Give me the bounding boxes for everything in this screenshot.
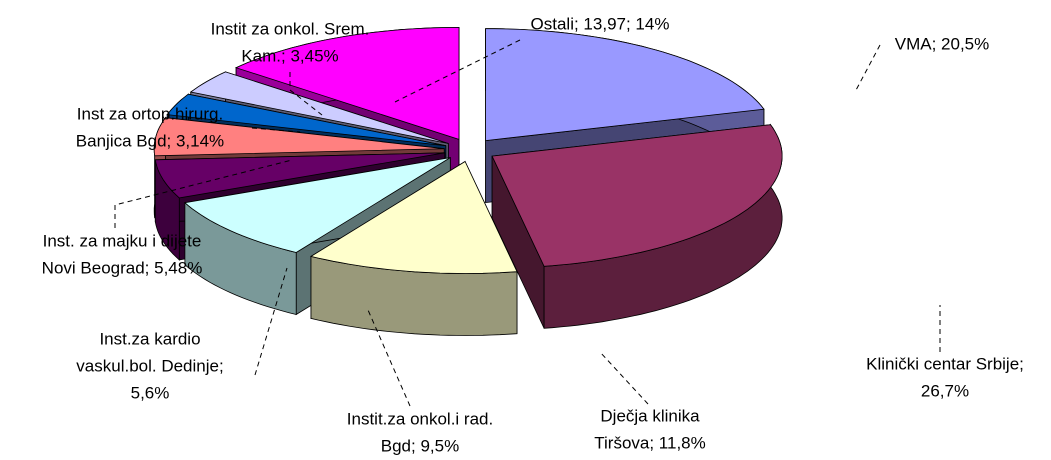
leader-line: [289, 72, 323, 116]
data-label: Bgd; 9,5%: [381, 436, 459, 455]
data-label: Inst. za majku i dijete: [43, 231, 202, 250]
slice-top: [183, 157, 451, 253]
slice: [309, 160, 518, 336]
leader-line: [114, 159, 293, 228]
data-label: Novi Beograd; 5,48%: [42, 258, 203, 277]
data-label: Dječja klinika: [600, 406, 700, 425]
data-label: Tiršova; 11,8%: [594, 433, 706, 452]
data-label: 5,6%: [131, 383, 170, 402]
data-label: Banjica Bgd; 3,14%: [76, 131, 224, 150]
data-label: Ostali; 13,97; 14%: [531, 14, 670, 33]
data-label: Kam.; 3,45%: [241, 46, 338, 65]
data-label: vaskul.bol. Dedinje;: [76, 356, 223, 375]
slice-top: [166, 93, 446, 147]
data-label: Inst.za kardio: [99, 329, 200, 348]
slice-top: [189, 71, 449, 144]
slice-top: [154, 152, 445, 199]
data-label: Inst za ortop.hirurg.: [77, 104, 223, 123]
leader-line: [251, 127, 301, 133]
slice-top: [491, 124, 783, 267]
leader-line: [599, 351, 649, 405]
slice-top: [234, 26, 460, 140]
leader-line: [854, 44, 881, 93]
slice-top: [153, 117, 445, 157]
data-label: Klinički centar Srbije;: [866, 354, 1024, 373]
leader-line: [254, 267, 288, 376]
data-label: Instit za onkol. Srem.: [211, 19, 370, 38]
data-label: VMA; 20,5%: [895, 34, 990, 53]
slice-top: [309, 160, 518, 274]
slice-top: [485, 28, 765, 142]
slice: [491, 123, 783, 329]
data-label: Instit.za onkol.i rad.: [347, 409, 493, 428]
data-label: 26,7%: [921, 381, 969, 400]
